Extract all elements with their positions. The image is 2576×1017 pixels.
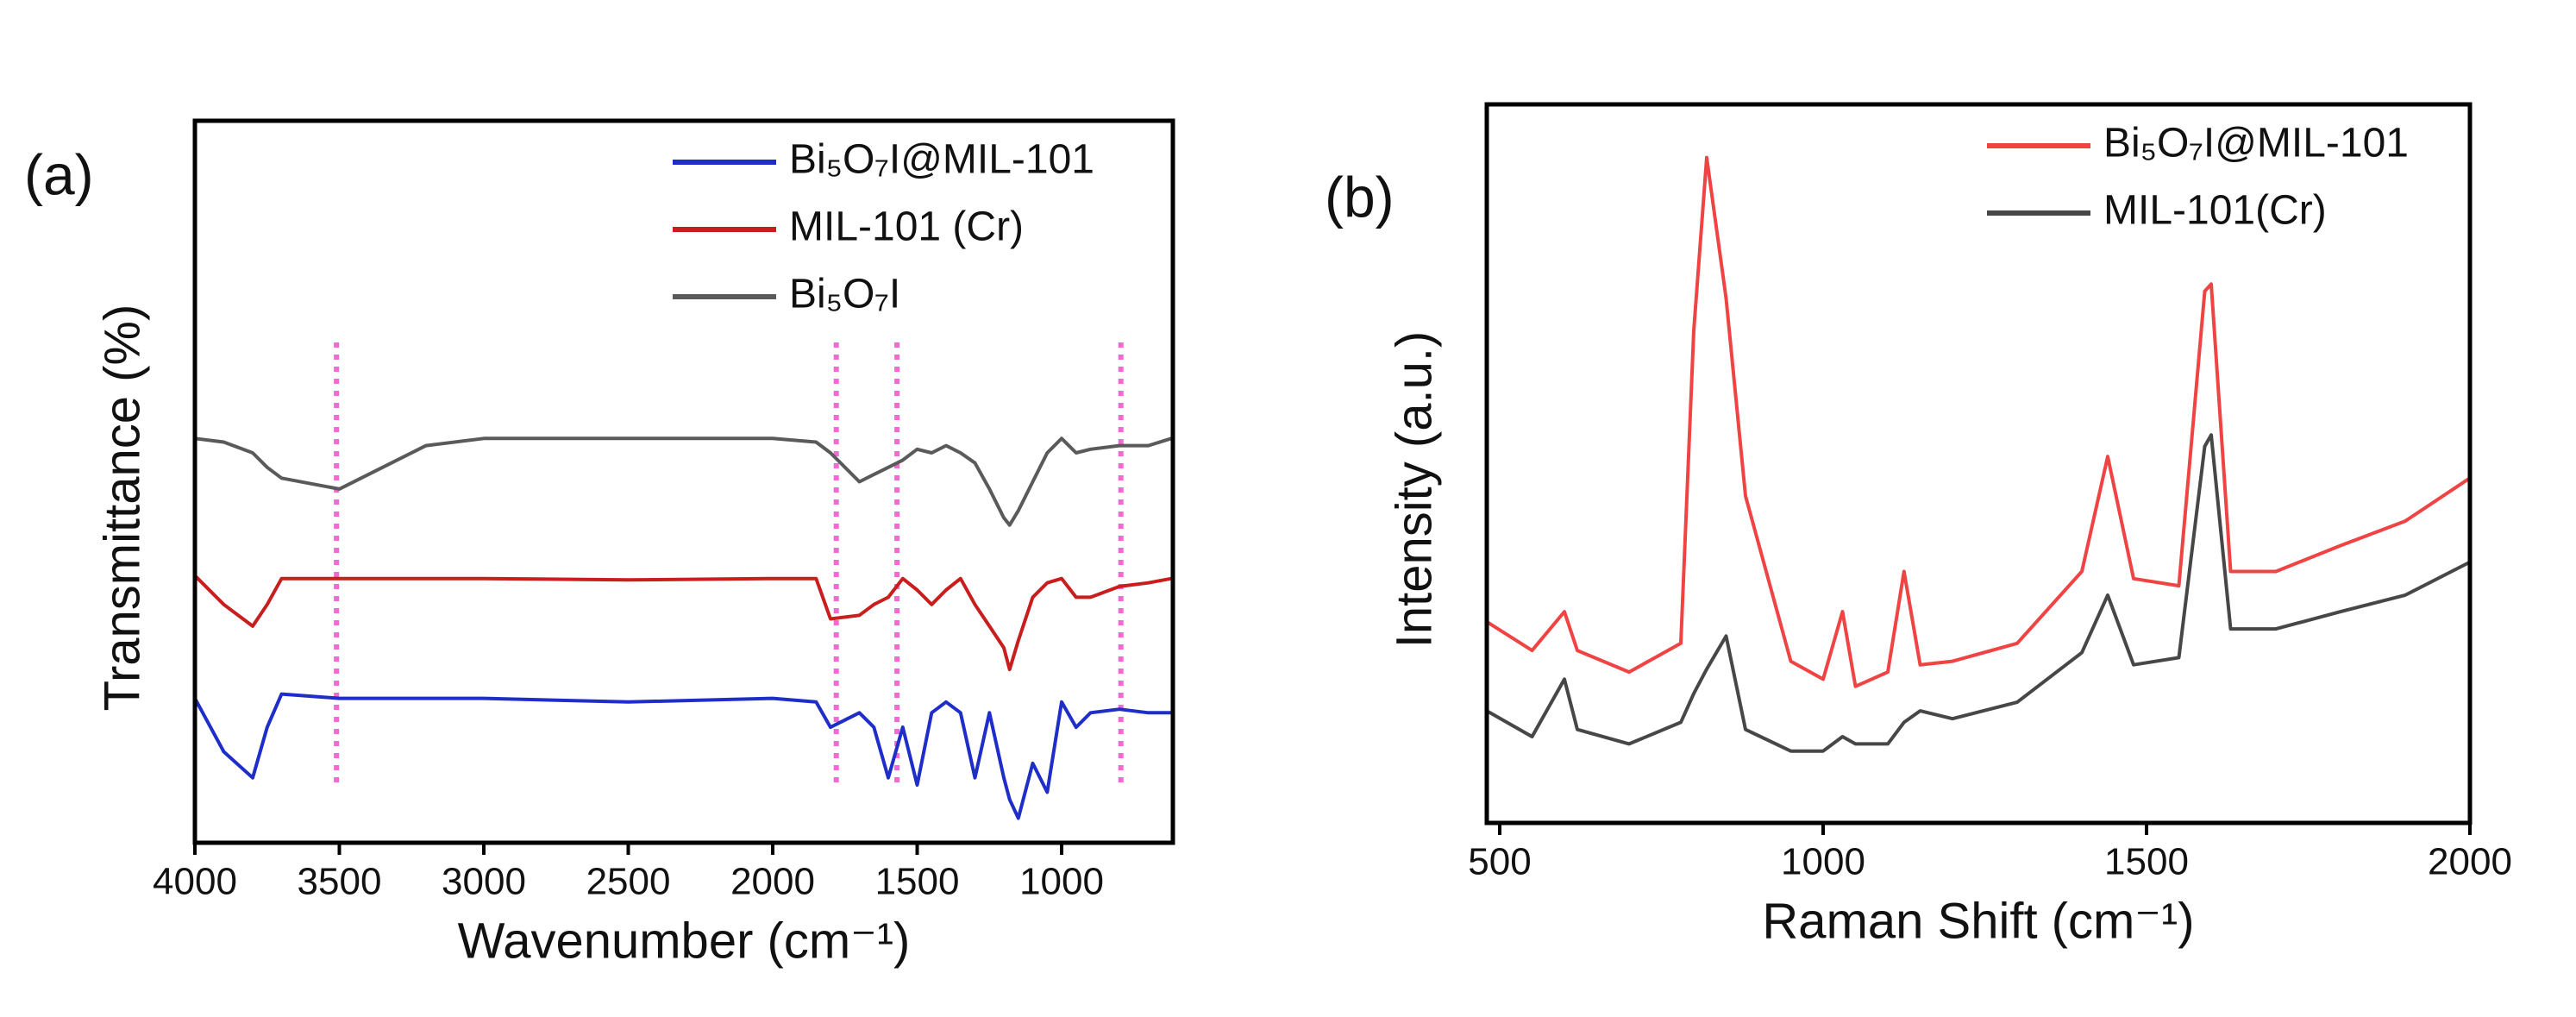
x-tick-label: 500 — [1468, 841, 1531, 883]
series-line — [1486, 433, 2471, 753]
x-tick-label: 1500 — [875, 861, 960, 903]
legend-label: MIL-101 (Cr) — [789, 204, 1024, 250]
x-tick-label: 1000 — [1019, 861, 1104, 903]
x-tick-label: 3500 — [298, 861, 382, 903]
x-tick-label: 1000 — [1781, 841, 1865, 883]
x-tick-label: 2500 — [586, 861, 671, 903]
x-tick-label: 1500 — [2104, 841, 2189, 883]
plot-frame — [192, 118, 1175, 845]
series-line — [193, 574, 1172, 672]
legend-label: Bi₅O₇I — [789, 272, 900, 317]
y-axis-title: Intensity (a.u.) — [1386, 331, 1442, 648]
x-tick-label: 2000 — [2428, 841, 2512, 883]
plot-frame — [1484, 102, 2473, 826]
x-tick-label: 2000 — [730, 861, 815, 903]
series-line — [193, 692, 1172, 820]
panel-label: (a) — [24, 142, 94, 206]
x-axis-title: Wavenumber (cm⁻¹) — [458, 913, 911, 969]
series-line — [194, 436, 1172, 527]
legend-label: Bi₅O₇I@MIL-101 — [2103, 121, 2409, 166]
panel-label: (b) — [1325, 165, 1395, 229]
x-tick-label: 4000 — [153, 861, 237, 903]
legend-label: MIL-101(Cr) — [2103, 188, 2327, 234]
y-axis-title: Transmittance (%) — [94, 304, 150, 712]
series-line — [1485, 155, 2472, 688]
x-tick-label: 3000 — [442, 861, 526, 903]
legend-label: Bi₅O₇I@MIL-101 — [789, 137, 1094, 183]
x-axis-title: Raman Shift (cm⁻¹) — [1762, 893, 2194, 949]
